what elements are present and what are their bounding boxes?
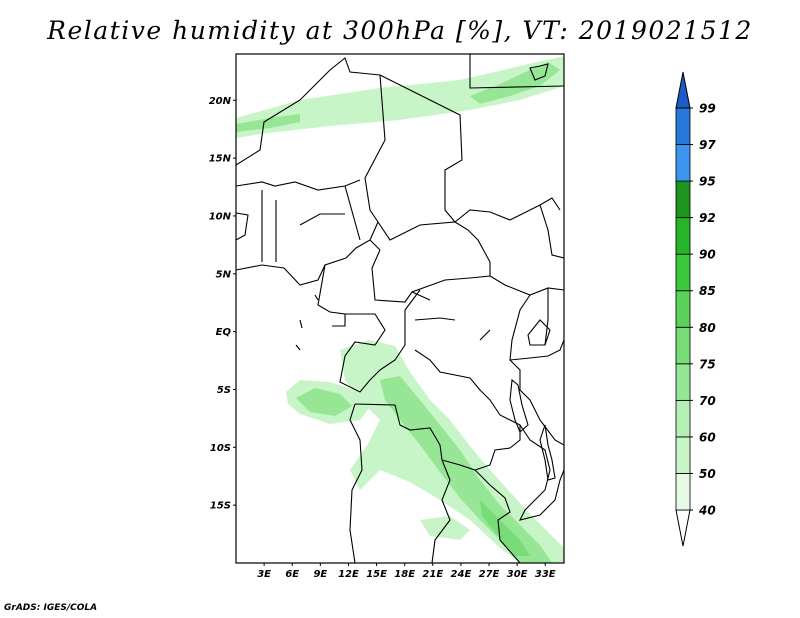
country-borders: [236, 54, 564, 563]
humidity-swath-inner: [480, 500, 530, 556]
map-frame: [235, 53, 565, 564]
colorbar-swatch: [675, 473, 691, 511]
colorbar-swatch: [675, 363, 691, 401]
colorbar-swatch: [675, 180, 691, 219]
humidity-band-north-core: [236, 114, 300, 132]
colorbar-label: 70: [699, 394, 716, 408]
lon-tick-label: 27E: [479, 569, 500, 580]
lon-tick-label: 24E: [451, 569, 472, 580]
lon-tick-label: 15E: [366, 569, 387, 580]
colorbar-label: 40: [698, 504, 716, 518]
lat-tick-label: 5S: [217, 385, 231, 396]
colorbar-upper-arrow: [675, 71, 691, 109]
colorbar-swatch: [675, 436, 691, 474]
colorbar-swatch: [675, 326, 691, 365]
lon-tick-label: 6E: [285, 569, 299, 580]
lat-tick-label: 15N: [209, 154, 232, 165]
colorbar-swatch: [675, 217, 691, 255]
colorbar-label: 60: [699, 430, 716, 444]
lat-tick-label: EQ: [216, 327, 232, 338]
colorbar-label: 50: [699, 467, 716, 481]
lon-tick-label: 21E: [422, 569, 443, 580]
humidity-blob-west-core: [296, 388, 352, 416]
colorbar-label: 85: [699, 284, 716, 298]
lon-tick-label: 33E: [535, 569, 556, 580]
lat-tick-label: 5N: [216, 269, 232, 280]
lon-tick-label: 12E: [338, 569, 359, 580]
colorbar-label: 92: [699, 211, 716, 225]
humidity-band-north: [236, 56, 564, 138]
colorbar-label: 97: [699, 138, 716, 152]
colorbar-lower-arrow: [675, 509, 691, 547]
lon-tick-label: 18E: [394, 569, 415, 580]
colorbar-swatch: [675, 144, 691, 182]
colorbar-swatch: [675, 399, 691, 438]
lat-tick-label: 15S: [210, 501, 231, 512]
lat-tick-label: 20N: [209, 96, 232, 107]
colorbar-swatch: [675, 107, 691, 145]
humidity-blob-south: [420, 516, 470, 540]
colorbar-label: 90: [699, 248, 716, 262]
lon-tick-label: 9E: [313, 569, 327, 580]
colorbar-label: 75: [699, 357, 716, 371]
humidity-swath-core: [380, 376, 552, 563]
humidity-field: [236, 56, 564, 563]
lat-tick-label: 10S: [210, 443, 231, 454]
colorbar-label: 80: [699, 321, 716, 335]
longitude-axis: 3E 6E 9E 12E 15E 18E 21E 24E 27E 30E 33E: [257, 563, 556, 580]
lon-tick-label: 30E: [507, 569, 528, 580]
colorbar-swatch: [675, 253, 691, 292]
colorbar-label: 99: [699, 102, 716, 116]
footer-credit: GrADS: IGES/COLA: [4, 603, 98, 613]
latitude-axis: 20N 15N 10N 5N EQ 5S 10S 15S: [209, 96, 236, 512]
lat-tick-label: 10N: [209, 211, 232, 222]
humidity-blob-northeast: [470, 62, 560, 104]
colorbar-swatch: [675, 290, 691, 328]
colorbar: 40 50 60 70 75 80 85 90 92 95 97 99: [675, 71, 716, 547]
lon-tick-label: 3E: [257, 569, 271, 580]
colorbar-label: 95: [699, 175, 716, 189]
chart-title: Relative humidity at 300hPa [%], VT: 201…: [47, 16, 753, 45]
